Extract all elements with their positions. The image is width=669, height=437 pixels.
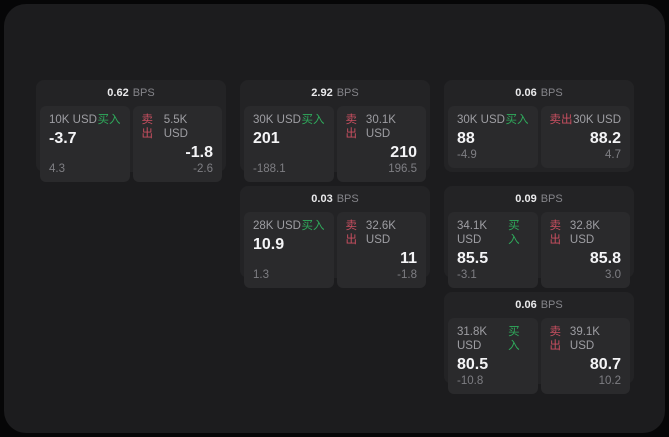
sell-panel[interactable]: 卖出 30.1K USD 210 196.5 xyxy=(336,106,426,182)
buy-delta: -188.1 xyxy=(253,163,286,175)
quote-card: 0.62 BPS 10K USD 买入 -3.7 4.3 卖出 5.5K USD xyxy=(36,80,226,182)
buy-button[interactable]: 买入 xyxy=(505,114,529,126)
bps-unit: BPS xyxy=(540,299,563,311)
sell-button[interactable]: 卖出 xyxy=(549,326,562,352)
buy-price: 88 xyxy=(457,130,475,147)
card-body: 10K USD 买入 -3.7 4.3 卖出 5.5K USD -1.8 -2.… xyxy=(36,106,226,186)
sell-panel[interactable]: 卖出 30K USD 88.2 4.7 xyxy=(540,106,630,168)
buy-panel[interactable]: 31.8K USD 买入 80.5 -10.8 xyxy=(448,318,538,394)
buy-button[interactable]: 买入 xyxy=(508,326,520,352)
sell-delta: -1.8 xyxy=(397,269,417,281)
buy-price: 80.5 xyxy=(457,356,489,373)
bps-value: 0.09 xyxy=(515,193,537,205)
buy-amount: 28K USD xyxy=(253,220,301,232)
card-header: 0.06 BPS xyxy=(444,80,634,106)
card-header: 0.09 BPS xyxy=(444,186,634,212)
card-header: 0.06 BPS xyxy=(444,292,634,318)
sell-price: 11 xyxy=(400,250,417,267)
buy-panel[interactable]: 28K USD 买入 10.9 1.3 xyxy=(244,212,334,288)
bps-value: 0.06 xyxy=(515,299,537,311)
sell-amount: 30.1K USD xyxy=(365,114,396,140)
bps-unit: BPS xyxy=(132,87,155,99)
sell-price: 85.8 xyxy=(589,250,621,267)
buy-amount: 31.8K USD xyxy=(457,326,488,352)
sell-button[interactable]: 卖出 xyxy=(549,220,562,246)
buy-price: 201 xyxy=(253,130,280,147)
app-panel: 0.62 BPS 10K USD 买入 -3.7 4.3 卖出 5.5K USD xyxy=(4,4,665,433)
buy-panel[interactable]: 30K USD 买入 88 -4.9 xyxy=(448,106,538,168)
sell-amount: 30K USD xyxy=(573,114,621,126)
card-body: 34.1K USD 买入 85.5 -3.1 卖出 32.8K USD 85.8… xyxy=(444,212,634,292)
sell-panel[interactable]: 卖出 39.1K USD 80.7 10.2 xyxy=(540,318,630,394)
sell-button[interactable]: 卖出 xyxy=(549,114,573,126)
buy-button[interactable]: 买入 xyxy=(301,114,325,126)
sell-amount: 39.1K USD xyxy=(569,326,600,352)
sell-amount: 5.5K USD xyxy=(163,114,188,140)
buy-amount: 30K USD xyxy=(457,114,505,126)
sell-amount: 32.6K USD xyxy=(365,220,396,246)
sell-delta: 10.2 xyxy=(598,375,621,387)
buy-button[interactable]: 买入 xyxy=(508,220,520,246)
sell-delta: 3.0 xyxy=(605,269,621,281)
card-header: 0.62 BPS xyxy=(36,80,226,106)
bps-unit: BPS xyxy=(336,87,359,99)
buy-panel[interactable]: 34.1K USD 买入 85.5 -3.1 xyxy=(448,212,538,288)
buy-price: 85.5 xyxy=(457,250,489,267)
buy-delta: -3.1 xyxy=(457,269,477,281)
card-body: 28K USD 买入 10.9 1.3 卖出 32.6K USD 11 -1.8 xyxy=(240,212,430,292)
buy-delta: -4.9 xyxy=(457,149,477,161)
bps-value: 2.92 xyxy=(311,87,333,99)
quote-card: 0.06 BPS 30K USD 买入 88 -4.9 卖出 30K USD xyxy=(444,80,634,172)
sell-panel[interactable]: 卖出 5.5K USD -1.8 -2.6 xyxy=(132,106,222,182)
quote-card: 0.03 BPS 28K USD 买入 10.9 1.3 卖出 32.6K US… xyxy=(240,186,430,288)
bps-value: 0.06 xyxy=(515,87,537,99)
sell-delta: 196.5 xyxy=(388,163,417,175)
buy-delta: -10.8 xyxy=(457,375,484,387)
sell-button[interactable]: 卖出 xyxy=(345,220,358,246)
bps-unit: BPS xyxy=(540,87,563,99)
buy-price: -3.7 xyxy=(49,130,77,147)
sell-price: 88.2 xyxy=(589,130,621,147)
card-header: 0.03 BPS xyxy=(240,186,430,212)
sell-amount: 32.8K USD xyxy=(569,220,600,246)
buy-amount: 34.1K USD xyxy=(457,220,488,246)
buy-panel[interactable]: 30K USD 买入 201 -188.1 xyxy=(244,106,334,182)
quote-card: 0.09 BPS 34.1K USD 买入 85.5 -3.1 卖出 32.8K… xyxy=(444,186,634,288)
card-body: 31.8K USD 买入 80.5 -10.8 卖出 39.1K USD 80.… xyxy=(444,318,634,398)
buy-amount: 30K USD xyxy=(253,114,301,126)
quote-card: 2.92 BPS 30K USD 买入 201 -188.1 卖出 30.1K … xyxy=(240,80,430,182)
sell-price: 80.7 xyxy=(589,356,621,373)
sell-panel[interactable]: 卖出 32.6K USD 11 -1.8 xyxy=(336,212,426,288)
sell-button[interactable]: 卖出 xyxy=(345,114,358,140)
buy-price: 10.9 xyxy=(253,236,285,253)
sell-delta: -2.6 xyxy=(193,163,213,175)
sell-price: -1.8 xyxy=(185,144,213,161)
card-body: 30K USD 买入 88 -4.9 卖出 30K USD 88.2 4.7 xyxy=(444,106,634,172)
buy-button[interactable]: 买入 xyxy=(97,114,121,126)
quote-card-grid: 0.62 BPS 10K USD 买入 -3.7 4.3 卖出 5.5K USD xyxy=(36,80,634,394)
buy-amount: 10K USD xyxy=(49,114,97,126)
card-header: 2.92 BPS xyxy=(240,80,430,106)
sell-button[interactable]: 卖出 xyxy=(141,114,154,140)
buy-delta: 4.3 xyxy=(49,163,65,175)
card-body: 30K USD 买入 201 -188.1 卖出 30.1K USD 210 1… xyxy=(240,106,430,186)
bps-value: 0.03 xyxy=(311,193,333,205)
buy-button[interactable]: 买入 xyxy=(301,220,325,232)
quote-card: 0.06 BPS 31.8K USD 买入 80.5 -10.8 卖出 39.1… xyxy=(444,292,634,394)
bps-value: 0.62 xyxy=(107,87,129,99)
sell-price: 210 xyxy=(390,144,417,161)
buy-delta: 1.3 xyxy=(253,269,269,281)
bps-unit: BPS xyxy=(540,193,563,205)
bps-unit: BPS xyxy=(336,193,359,205)
sell-delta: 4.7 xyxy=(605,149,621,161)
buy-panel[interactable]: 10K USD 买入 -3.7 4.3 xyxy=(40,106,130,182)
sell-panel[interactable]: 卖出 32.8K USD 85.8 3.0 xyxy=(540,212,630,288)
